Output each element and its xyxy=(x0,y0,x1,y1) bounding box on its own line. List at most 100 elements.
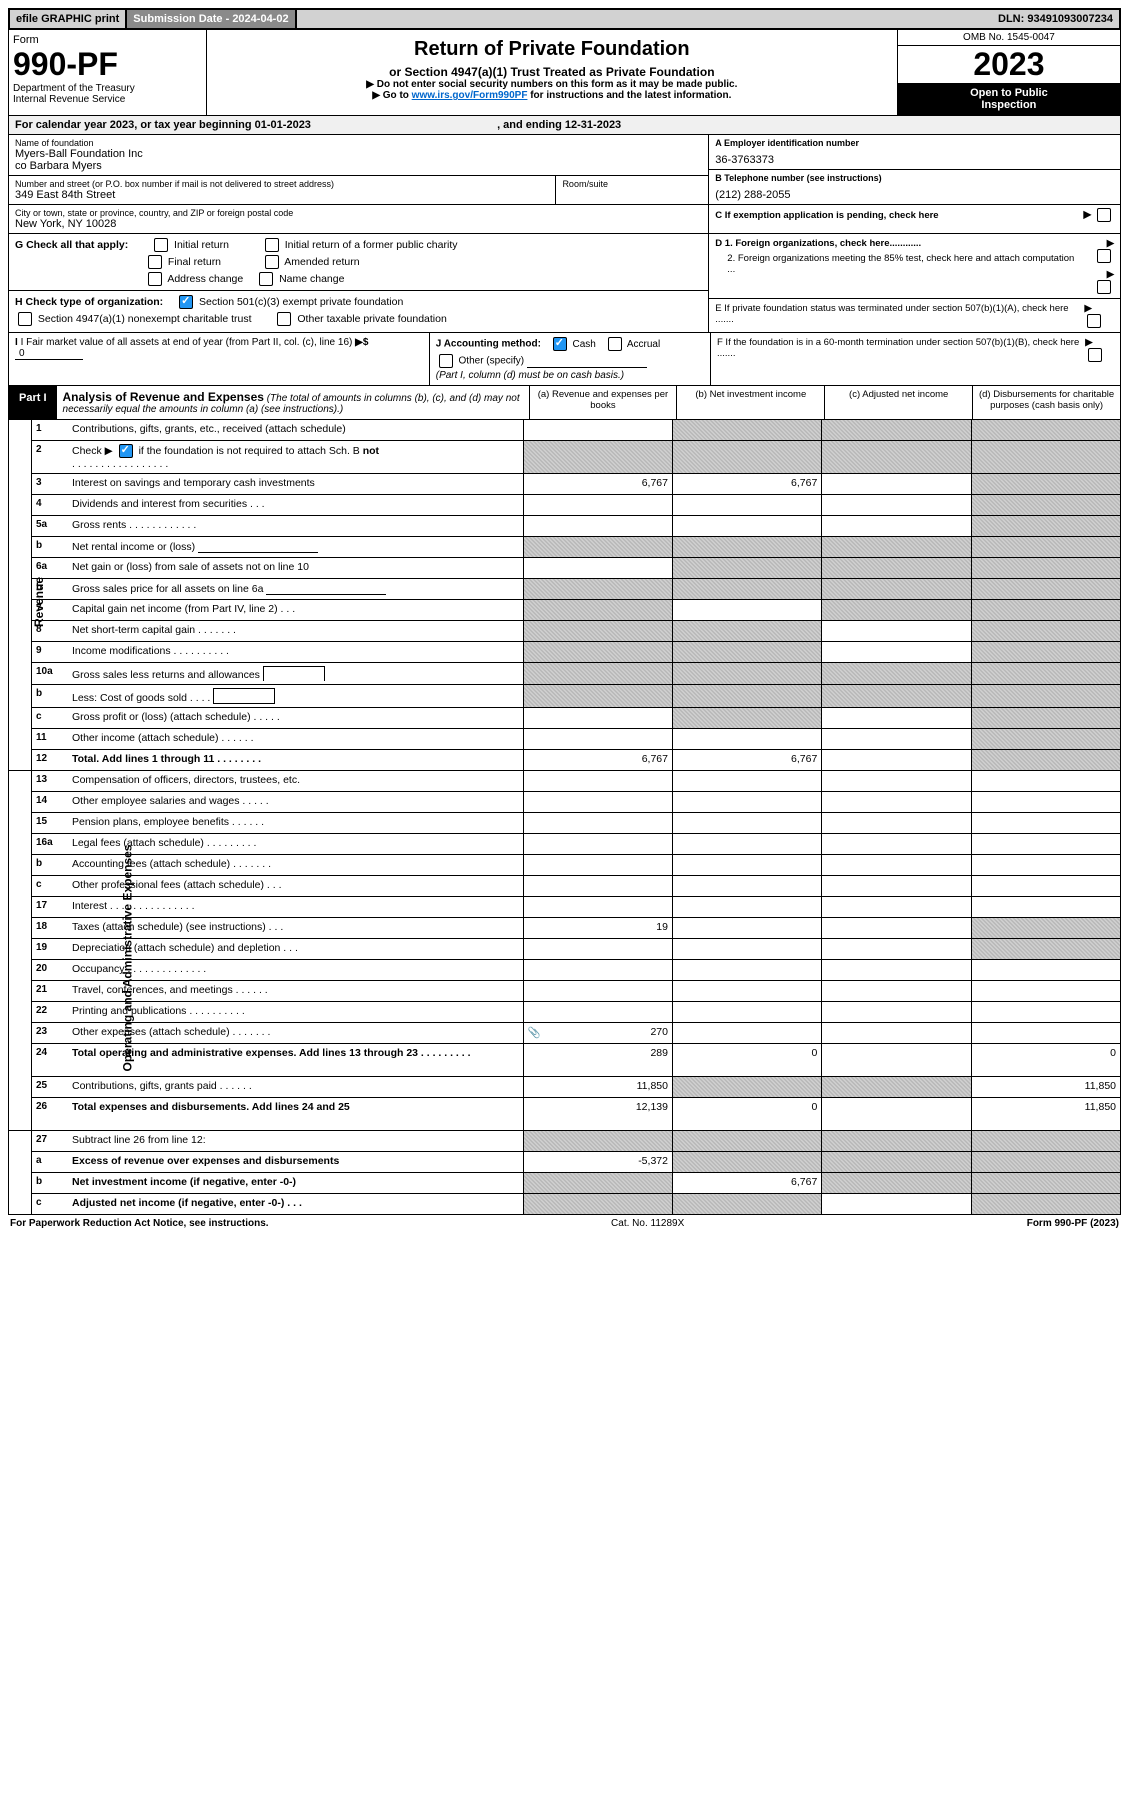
cb-sch-b[interactable] xyxy=(119,444,133,458)
d1-label: D 1. Foreign organizations, check here..… xyxy=(715,238,921,249)
form-id-block: Form 990-PF Department of the Treasury I… xyxy=(9,30,207,115)
r16b-num: b xyxy=(32,855,68,875)
irs-link[interactable]: www.irs.gov/Form990PF xyxy=(412,90,528,101)
dept-line1: Department of the Treasury xyxy=(13,83,202,94)
r23-a: 📎270 xyxy=(523,1023,672,1043)
r25-a: 11,850 xyxy=(523,1077,672,1097)
r27b-b: 6,767 xyxy=(672,1173,821,1193)
r15-num: 15 xyxy=(32,813,68,833)
r2-num: 2 xyxy=(32,441,68,473)
r1-desc: Contributions, gifts, grants, etc., rece… xyxy=(68,420,523,440)
r7-desc: Capital gain net income (from Part IV, l… xyxy=(68,600,523,620)
col-c-head: (c) Adjusted net income xyxy=(825,386,973,419)
r20-desc: Occupancy . . . . . . . . . . . . . . xyxy=(68,960,523,980)
r17-desc: Interest . . . . . . . . . . . . . . . xyxy=(68,897,523,917)
phone-label: B Telephone number (see instructions) xyxy=(715,173,1114,183)
cb-d1[interactable] xyxy=(1097,249,1111,263)
h-opt1: Section 501(c)(3) exempt private foundat… xyxy=(199,296,403,308)
r27a-a: -5,372 xyxy=(523,1152,672,1172)
r18-desc: Taxes (attach schedule) (see instruction… xyxy=(68,918,523,938)
cb-other-tax[interactable] xyxy=(277,312,291,326)
r2-post: if the foundation is not required to att… xyxy=(136,445,360,457)
r26-b: 0 xyxy=(672,1098,821,1130)
cb-final[interactable] xyxy=(148,255,162,269)
h-label: H Check type of organization: xyxy=(15,296,163,308)
r26-desc: Total expenses and disbursements. Add li… xyxy=(68,1098,523,1130)
cb-initial[interactable] xyxy=(154,238,168,252)
r16c-num: c xyxy=(32,876,68,896)
form-number: 990-PF xyxy=(13,46,202,83)
h-opt2: Section 4947(a)(1) nonexempt charitable … xyxy=(38,313,252,325)
r11-num: 11 xyxy=(32,729,68,749)
r9-num: 9 xyxy=(32,642,68,662)
ijf-section: I I Fair market value of all assets at e… xyxy=(8,333,1121,386)
cb-4947[interactable] xyxy=(18,312,32,326)
r21-desc: Travel, conferences, and meetings . . . … xyxy=(68,981,523,1001)
part1-desc: Analysis of Revenue and Expenses (The to… xyxy=(57,386,530,419)
calyear-begin: 01-01-2023 xyxy=(255,119,311,131)
g-opt3: Address change xyxy=(167,273,243,285)
r3-num: 3 xyxy=(32,474,68,494)
r16b-desc: Accounting fees (attach schedule) . . . … xyxy=(68,855,523,875)
header-center: Return of Private Foundation or Section … xyxy=(207,30,898,115)
calyear-end: 12-31-2023 xyxy=(565,119,621,131)
f-label: F If the foundation is in a 60-month ter… xyxy=(717,337,1085,362)
revenue-text: Revenue xyxy=(32,577,46,627)
r27b-num: b xyxy=(32,1173,68,1193)
expenses-text: Operating and Administrative Expenses xyxy=(120,844,134,1071)
calendar-year-row: For calendar year 2023, or tax year begi… xyxy=(8,116,1121,135)
r10b-desc: Less: Cost of goods sold . . . . xyxy=(68,685,523,707)
r3-a: 6,767 xyxy=(523,474,672,494)
j-block: J Accounting method: Cash Accrual Other … xyxy=(430,333,711,385)
r10c-desc: Gross profit or (loss) (attach schedule)… xyxy=(68,708,523,728)
r16a-desc: Legal fees (attach schedule) . . . . . .… xyxy=(68,834,523,854)
form-header: Form 990-PF Department of the Treasury I… xyxy=(8,30,1121,116)
street-address: 349 East 84th Street xyxy=(15,189,549,201)
r6b-desc: Gross sales price for all assets on line… xyxy=(68,579,523,599)
cb-former[interactable] xyxy=(265,238,279,252)
gh-left: G Check all that apply: Initial return I… xyxy=(9,234,708,332)
r6a-num: 6a xyxy=(32,558,68,578)
r2-dots: . . . . . . . . . . . . . . . . . xyxy=(72,458,168,470)
addr-label: Number and street (or P.O. box number if… xyxy=(15,179,549,189)
r11-desc: Other income (attach schedule) . . . . .… xyxy=(68,729,523,749)
r8-desc: Net short-term capital gain . . . . . . … xyxy=(68,621,523,641)
r23-desc: Other expenses (attach schedule) . . . .… xyxy=(68,1023,523,1043)
r24-num: 24 xyxy=(32,1044,68,1076)
c-label: C If exemption application is pending, c… xyxy=(715,210,938,221)
i-label: I Fair market value of all assets at end… xyxy=(21,337,353,348)
ghef-section: G Check all that apply: Initial return I… xyxy=(8,234,1121,333)
footer-left: For Paperwork Reduction Act Notice, see … xyxy=(10,1218,269,1229)
r22-desc: Printing and publications . . . . . . . … xyxy=(68,1002,523,1022)
phone-cell: B Telephone number (see instructions) (2… xyxy=(709,170,1120,205)
footer: For Paperwork Reduction Act Notice, see … xyxy=(8,1215,1121,1232)
r27c-num: c xyxy=(32,1194,68,1214)
cb-e[interactable] xyxy=(1087,314,1101,328)
j-accrual: Accrual xyxy=(627,339,660,350)
r25-d: 11,850 xyxy=(971,1077,1120,1097)
r4-desc: Dividends and interest from securities .… xyxy=(68,495,523,515)
i-value: 0 xyxy=(15,348,83,360)
r12-desc: Total. Add lines 1 through 11 . . . . . … xyxy=(68,750,523,770)
ein-value: 36-3763373 xyxy=(715,148,1114,166)
cb-501c3[interactable] xyxy=(179,295,193,309)
r23-num: 23 xyxy=(32,1023,68,1043)
cb-amended[interactable] xyxy=(265,255,279,269)
i-block: I I Fair market value of all assets at e… xyxy=(9,333,430,385)
checkbox-c[interactable] xyxy=(1097,208,1111,222)
cb-namechange[interactable] xyxy=(259,272,273,286)
e-label: E If private foundation status was termi… xyxy=(715,303,1084,325)
r20-num: 20 xyxy=(32,960,68,980)
g-opt6: Name change xyxy=(279,273,344,285)
cb-accrual[interactable] xyxy=(608,337,622,351)
cb-other-acct[interactable] xyxy=(439,354,453,368)
city-label: City or town, state or province, country… xyxy=(15,208,702,218)
cb-f[interactable] xyxy=(1088,348,1102,362)
r18-a: 19 xyxy=(523,918,672,938)
cb-addrchange[interactable] xyxy=(148,272,162,286)
cb-d2[interactable] xyxy=(1097,280,1111,294)
note2-post: for instructions and the latest informat… xyxy=(527,90,731,101)
footer-right: Form 990-PF (2023) xyxy=(1027,1218,1119,1229)
cb-cash[interactable] xyxy=(553,337,567,351)
r5b-text: Net rental income or (loss) xyxy=(72,541,195,553)
